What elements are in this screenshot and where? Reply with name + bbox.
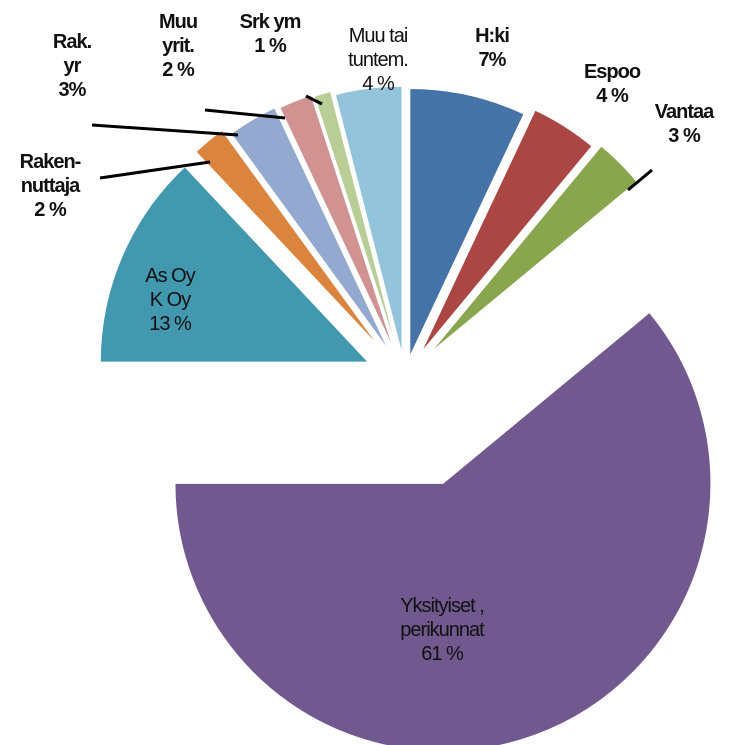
pie-slice (334, 85, 403, 355)
pie-slice (195, 129, 380, 348)
pie-slice (313, 90, 398, 352)
leader-line (305, 94, 323, 106)
slice-label: tuntem. (348, 49, 408, 71)
leader-line (99, 160, 211, 180)
value-label: 7% (479, 49, 507, 71)
slice-label: nuttaja (21, 175, 81, 197)
slice-label: Rak. (53, 31, 92, 53)
leader-line (91, 123, 239, 137)
pie-slice (174, 311, 712, 745)
slice-label: perikunnat (400, 619, 485, 641)
value-label: 2 % (162, 59, 195, 81)
pie-slice (420, 109, 593, 353)
slice-label: As Oy (145, 265, 195, 287)
slice-label: yrit. (162, 35, 194, 57)
pie-slice (279, 94, 395, 351)
leader-line (627, 168, 653, 192)
value-label: 3 % (668, 125, 701, 147)
slice-label: H:ki (475, 25, 509, 47)
slice-label: Raken- (20, 151, 81, 173)
value-label: 3% (59, 79, 87, 101)
value-label: 4 % (362, 73, 395, 95)
slice-label: Espoo (584, 61, 641, 83)
slice-label: Vantaa (655, 101, 715, 123)
slice-label: K Oy (150, 289, 191, 311)
value-label: 13 % (149, 313, 192, 335)
slice-label: Muu (159, 11, 197, 33)
leader-line (204, 108, 286, 120)
value-label: 61 % (421, 643, 464, 665)
value-label: 2 % (34, 199, 67, 221)
value-label: 1 % (254, 35, 287, 57)
slice-label: yr (64, 55, 82, 77)
slice-label: Srk ym (240, 11, 301, 33)
slice-label: Muu tai (349, 25, 408, 47)
pie-slice (409, 88, 525, 357)
value-label: 4 % (596, 85, 629, 107)
slice-label: Yksityiset , (400, 595, 484, 617)
pie-slice (99, 166, 370, 363)
